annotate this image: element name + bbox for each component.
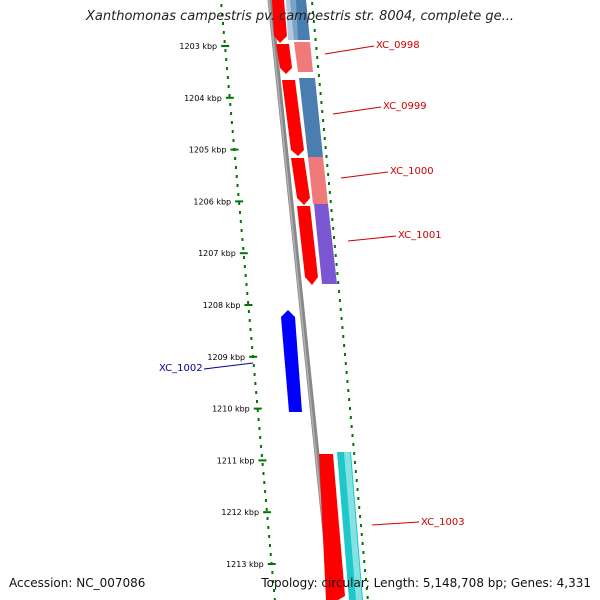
- gene-labels: XC_0998 XC_0999 XC_1000 XC_1001 XC_1002 …: [159, 40, 465, 528]
- tick-label: 1212 kbp: [221, 508, 259, 517]
- cds-arrow-4: [291, 158, 310, 205]
- gene-label-xc-0999[interactable]: XC_0999: [383, 101, 427, 112]
- feature-bar-steelblue-top-light: [286, 0, 298, 40]
- feature-bar-purple-1: [314, 204, 337, 284]
- genome-backbone-highlight: [268, 0, 332, 600]
- feature-bar-pink-1: [294, 42, 313, 72]
- feature-bar-pink-2: [308, 157, 328, 204]
- tick-label: 1210 kbp: [212, 405, 250, 414]
- tick-label: 1209 kbp: [207, 353, 245, 362]
- gene-label-xc-1002[interactable]: XC_1002: [159, 363, 203, 374]
- tick-label: 1211 kbp: [217, 456, 255, 465]
- cds-arrow-3: [282, 80, 304, 156]
- feature-bar-steelblue-1: [299, 78, 323, 157]
- tick-label: 1213 kbp: [226, 560, 264, 569]
- tick-label: 1206 kbp: [193, 197, 231, 206]
- gene-label-xc-1003[interactable]: XC_1003: [421, 517, 465, 528]
- feature-track: [286, 0, 363, 600]
- accession-label: Accession: NC_007086: [9, 576, 146, 590]
- outer-dotted-track: [311, 2, 369, 599]
- cds-track: [272, 0, 345, 600]
- gene-label-xc-1001[interactable]: XC_1001: [398, 230, 442, 241]
- cds-arrow-reverse-xc1002: [281, 310, 302, 412]
- gene-label-xc-0998[interactable]: XC_0998: [376, 40, 420, 51]
- tick-label: 1208 kbp: [203, 301, 241, 310]
- map-title: Xanthomonas campestris pv. campestris st…: [86, 9, 514, 24]
- topology-label: Topology: circular; Length: 5,148,708 bp…: [261, 576, 591, 590]
- tick-label: 1205 kbp: [189, 146, 227, 155]
- gene-leader-lines: [203, 45, 420, 526]
- cds-arrow-5: [297, 206, 318, 285]
- tick-label: 1203 kbp: [179, 42, 217, 51]
- cds-arrow-2: [276, 44, 292, 74]
- cds-arrow-6: [319, 454, 345, 600]
- cds-arrow-1: [272, 0, 287, 43]
- tick-label: 1207 kbp: [198, 249, 236, 258]
- tick-track: [220, 4, 276, 600]
- tick-label: 1204 kbp: [184, 94, 222, 103]
- feature-bar-cyan-1-light: [344, 452, 362, 600]
- tick-labels: 1203 kbp 1204 kbp 1205 kbp 1206 kbp 1207 kbp…: [179, 42, 276, 569]
- gene-label-xc-1000[interactable]: XC_1000: [390, 166, 434, 177]
